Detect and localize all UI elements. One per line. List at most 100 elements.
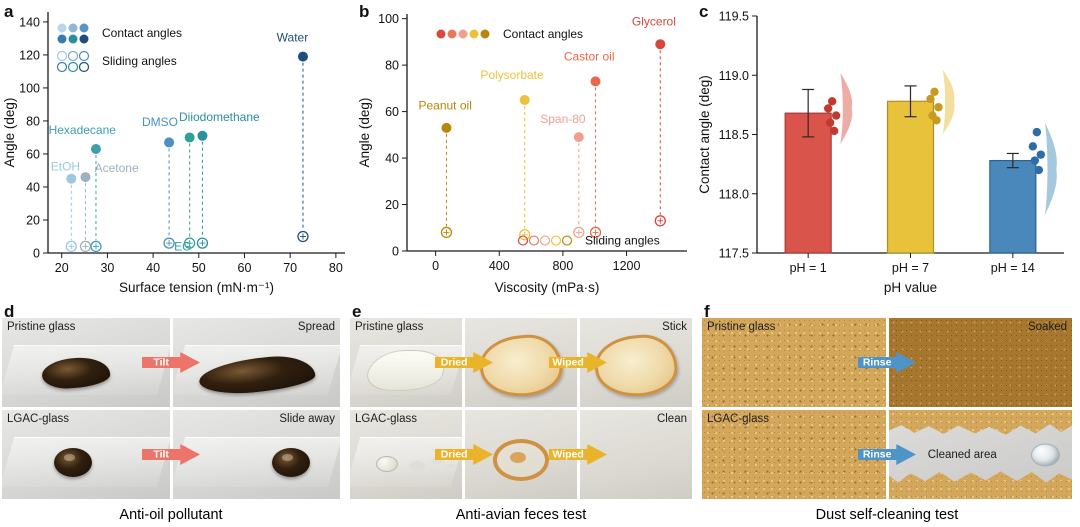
contact-angle-point [573, 132, 584, 143]
photo-label: Clean [656, 413, 687, 425]
replicate-dot [825, 118, 835, 127]
svg-text:Peanut oil: Peanut oil [418, 98, 471, 112]
photo-oil-spread: Spread [172, 318, 340, 407]
oil-row-lgac: LGAC-glass Slide away Tilt [2, 410, 340, 499]
svg-text:20: 20 [55, 261, 69, 275]
ph-bar [989, 159, 1037, 254]
svg-text:Surface tension (mN·m⁻¹): Surface tension (mN·m⁻¹) [119, 280, 274, 295]
water-droplet [1031, 443, 1060, 466]
sand-residue-top [888, 410, 1072, 435]
arrow-label: Rinse [862, 448, 892, 461]
chart-svg: 117.5 118.0 118.5 119.0 119.5 pH = 1 pH = 7 pH … [697, 10, 1064, 295]
photo-dust-cleaned: Cleaned area [888, 410, 1072, 499]
angle-vs-surface-tension-chart: 20 30 40 50 60 70 80 0 20 40 60 80 100 120 140 Surface … [0, 4, 355, 304]
oil-droplet-moved [272, 448, 310, 477]
svg-text:80: 80 [329, 261, 343, 275]
contact-angle-point [164, 137, 175, 148]
arrow-label: Wiped [552, 448, 584, 461]
contact-angle-point [184, 132, 195, 143]
svg-text:Water: Water [277, 31, 309, 45]
contact-angle-point [297, 51, 308, 62]
contact-angle-point [90, 144, 101, 155]
svg-text:100: 100 [19, 81, 40, 95]
svg-text:80: 80 [385, 59, 399, 73]
svg-text:Span-80: Span-80 [540, 112, 586, 126]
photo-pristine-glass-dust: Pristine glass [702, 318, 886, 407]
replicate-dot [932, 116, 941, 125]
replicate-dot [1030, 156, 1040, 165]
sliding-angle-point [196, 237, 209, 249]
svg-text:800: 800 [552, 259, 573, 273]
rinse-arrow: Rinse [858, 352, 916, 373]
violin-distribution [942, 69, 955, 135]
replicate-dot [930, 87, 939, 97]
dust-row-lgac: LGAC-glass Cleaned area Rinse [702, 410, 1072, 499]
svg-text:Glycerol: Glycerol [632, 15, 676, 29]
svg-text:117.5: 117.5 [719, 247, 749, 261]
liquid-droplets [376, 456, 398, 472]
svg-text:Castor oil: Castor oil [564, 49, 615, 63]
cleaned-area-label: Cleaned area [927, 448, 997, 461]
violin-distribution [840, 72, 853, 144]
svg-text:pH = 7: pH = 7 [892, 261, 929, 275]
oil-stain [41, 356, 111, 390]
sliding-angle-point [589, 226, 602, 239]
oil-row-pristine: Pristine glass Spread Tilt [2, 318, 340, 407]
contact-angle-point [80, 172, 91, 183]
feces-row-lgac: LGAC-glass Clean Dried Wiped [350, 410, 692, 499]
sliding-angle-point [519, 229, 531, 241]
sliding-angle-point [440, 226, 453, 239]
wiped-arrow: Wiped [548, 352, 607, 373]
arrow-label: Dried [440, 448, 468, 461]
panel-d-caption: Anti-oil pollutant [119, 507, 223, 523]
sliding-angle-point [65, 240, 77, 253]
contact-angle-point [66, 173, 77, 184]
svg-text:Viscosity (mPa·s): Viscosity (mPa·s) [495, 280, 600, 295]
replicate-dot [1028, 142, 1038, 151]
stuck-residue [592, 331, 680, 401]
replicate-dot [829, 126, 839, 136]
svg-text:100: 100 [378, 12, 399, 26]
replicate-dot [926, 94, 935, 104]
dried-arrow: Dried [434, 352, 493, 373]
svg-text:60: 60 [385, 105, 399, 119]
violin-distribution [1044, 122, 1057, 216]
arrow-label: Tilt [153, 356, 169, 369]
svg-text:Contact angles: Contact angles [503, 27, 583, 41]
panel-a-letter: a [4, 2, 14, 21]
panel-b-letter: b [359, 2, 370, 21]
contact-angle-point [197, 130, 208, 141]
svg-text:EtOH: EtOH [51, 159, 80, 173]
svg-text:40: 40 [146, 261, 160, 275]
svg-text:60: 60 [238, 261, 252, 275]
charts-row: a 20 30 40 50 60 70 80 0 20 40 60 80 100 120 140 Surfac… [2, 2, 1064, 295]
wiped-arrow: Wiped [548, 444, 607, 465]
svg-text:400: 400 [489, 259, 510, 273]
tilt-arrow: Tilt [142, 444, 200, 465]
dried-arrow: Dried [434, 444, 493, 465]
replicate-dot [823, 104, 833, 113]
sand-residue-bottom [888, 471, 1072, 499]
sliding-angle-point [654, 215, 666, 227]
svg-text:Acetone: Acetone [95, 161, 139, 175]
svg-text:140: 140 [19, 15, 40, 29]
photo-label: LGAC-glass [707, 413, 769, 425]
angle-vs-viscosity-chart: 0 400 800 1200 0 20 40 60 80 100 Viscosity (mPa·s)… [355, 4, 695, 304]
liquid-puddle [362, 350, 449, 392]
svg-text:Sliding angles: Sliding angles [102, 54, 177, 68]
svg-text:Polysorbate: Polysorbate [480, 68, 544, 82]
svg-text:0: 0 [392, 245, 399, 259]
panel-f: f Pristine glass Soaked Rinse LGAC-glass… [700, 300, 1080, 527]
dried-ring-residue [493, 438, 549, 481]
photo-label: Soaked [1027, 321, 1067, 333]
contact-angle-point [655, 39, 666, 50]
replicate-dot [1034, 165, 1044, 175]
replicate-dot [831, 111, 841, 120]
contact-angle-point [519, 94, 530, 105]
sliding-angle-point [297, 230, 309, 243]
arrow-label: Tilt [153, 448, 169, 461]
photo-label: Spread [297, 321, 335, 333]
svg-text:20: 20 [26, 213, 40, 227]
panel-c-letter: c [699, 2, 709, 21]
